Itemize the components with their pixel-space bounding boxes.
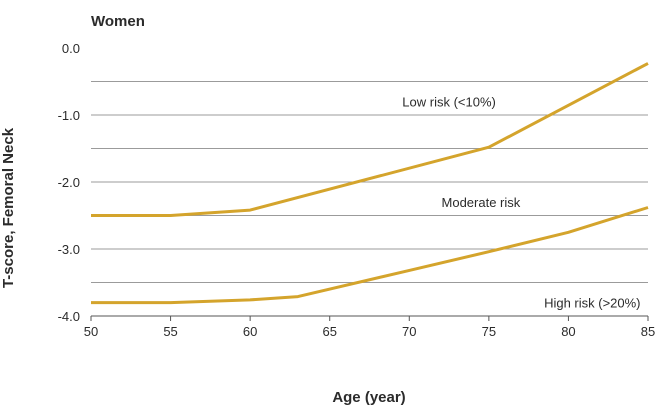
x-axis-ticks: 50 55 60 65 70 75 80 85 [84,316,655,339]
x-tick-label: 65 [322,324,336,339]
x-tick-label: 60 [243,324,257,339]
x-axis-label: Age (year) [332,389,405,406]
y-axis-label: T-score, Femoral Neck [0,127,17,288]
x-tick-label: 85 [641,324,655,339]
y-tick-label: -2.0 [58,175,80,190]
x-tick-label: 55 [163,324,177,339]
series-line-2 [91,206,649,305]
risk-annotation: Moderate risk [442,195,521,210]
chart-title: Women [91,13,145,30]
x-tick-label: 80 [561,324,575,339]
x-tick-label: 75 [482,324,496,339]
annotations: Low risk (<10%) Moderate risk High risk (>… [402,95,640,311]
risk-annotation: High risk (>20%) [544,296,640,311]
series-line-1 [91,62,649,217]
y-tick-label: -4.0 [58,309,80,324]
y-tick-label: -3.0 [58,242,80,257]
risk-annotation: Low risk (<10%) [402,95,496,110]
series-lines [91,62,649,305]
y-axis-ticks: 0.0 -1.0 -2.0 -3.0 -4.0 [58,41,80,324]
x-tick-label: 70 [402,324,416,339]
x-tick-label: 50 [84,324,98,339]
y-tick-label: 0.0 [62,41,80,56]
y-tick-label: -1.0 [58,108,80,123]
